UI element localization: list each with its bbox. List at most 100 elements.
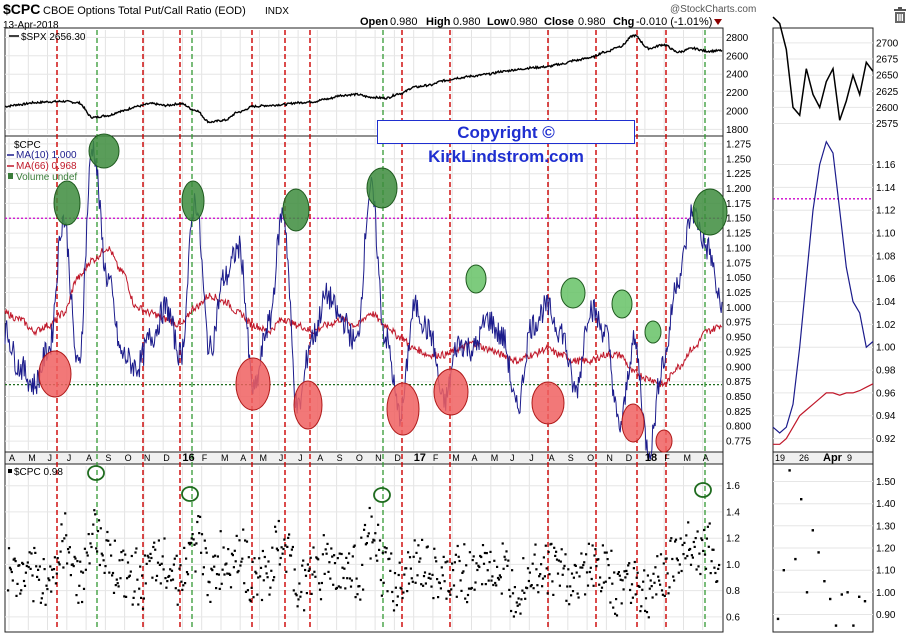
scatter-point — [203, 539, 206, 542]
scatter-point — [628, 562, 631, 565]
scatter-point — [566, 585, 569, 588]
scatter-point — [83, 547, 86, 550]
scatter-point — [240, 560, 243, 563]
scatter-point — [590, 577, 593, 581]
scatter-point — [473, 588, 476, 591]
scatter-point — [63, 537, 66, 540]
scatter-point — [378, 539, 382, 542]
scatter-point — [377, 523, 380, 526]
scatter-point — [636, 571, 639, 574]
scatter-point — [91, 532, 94, 535]
scatter-point — [299, 595, 302, 598]
x-axis-label-2: J — [48, 453, 53, 463]
cpc-legend: $CPC MA(10) 1.000 MA(66) 0.968 Volume un… — [7, 140, 77, 183]
scatter-point — [683, 541, 686, 544]
y-tick-zoom-ma-panel-9: 0.98 — [876, 366, 896, 377]
scatter-point — [603, 551, 606, 554]
scatter-point — [487, 579, 490, 582]
scatter-point — [697, 565, 700, 568]
scatter-point — [652, 572, 655, 575]
scatter-point — [110, 554, 113, 557]
scatter-point — [65, 534, 68, 537]
scatter-point — [374, 532, 377, 535]
scatter-point — [426, 545, 429, 548]
scatter-point — [570, 594, 573, 597]
scatter-point — [435, 560, 438, 563]
scatter-point — [116, 582, 119, 585]
scatter-point — [420, 583, 423, 586]
scatter-point — [638, 585, 641, 588]
scatter-point — [477, 564, 480, 567]
scatter-point — [350, 579, 353, 582]
scatter-point — [279, 556, 282, 560]
scatter-point — [717, 567, 720, 570]
scatter-point — [312, 546, 315, 549]
ma66-legend-text: MA(66) 0.968 — [16, 161, 77, 172]
scatter-point — [41, 592, 44, 595]
scatter-point — [32, 600, 35, 603]
x-axis-label-3: J — [67, 453, 72, 463]
scatter-point — [114, 584, 117, 587]
scatter-point — [509, 595, 512, 598]
scatter-point — [615, 598, 618, 601]
scatter-point — [650, 585, 653, 588]
scatter-point — [156, 561, 160, 564]
scatter-point — [19, 592, 22, 595]
scatter-point — [81, 600, 84, 604]
scatter-point — [305, 592, 308, 595]
scatter-point — [406, 590, 409, 593]
scatter-point — [695, 568, 698, 571]
scatter-point — [285, 570, 288, 573]
scatter-point — [574, 564, 577, 567]
scatter-point — [140, 596, 143, 599]
scatter-point — [339, 586, 342, 589]
scatter-point — [336, 557, 339, 560]
scatter-point — [366, 535, 369, 538]
scatter-point — [457, 555, 460, 558]
copyright-banner: Copyright © KirkLindstrom.com — [377, 120, 635, 166]
zoom-scatter-point — [805, 591, 809, 594]
scatter-point — [125, 595, 128, 598]
chart-header: $CPC CBOE Options Total Put/Call Ratio (… — [3, 1, 756, 31]
open-label: Open — [360, 16, 388, 28]
zoom-scatter-point — [846, 591, 849, 594]
scatter-point — [409, 567, 412, 570]
scatter-point — [511, 569, 514, 572]
scatter-point — [286, 545, 289, 548]
scatter-point — [585, 553, 588, 556]
scatter-point — [395, 604, 398, 607]
scatter-point — [541, 577, 545, 580]
scatter-point — [104, 565, 107, 568]
scatter-point — [170, 579, 173, 582]
scatter-point — [443, 580, 446, 583]
scatter-point — [329, 577, 332, 580]
y-tick-cpc-ma-panel-1: 1.250 — [726, 154, 751, 165]
scatter-point — [583, 561, 586, 564]
scatter-point — [11, 579, 14, 582]
scatter-point — [208, 581, 211, 584]
scatter-point — [401, 596, 404, 600]
scatter-point — [227, 548, 230, 551]
scatter-point — [513, 586, 516, 589]
high-value: 0.980 — [453, 16, 481, 28]
scatter-point — [393, 572, 397, 575]
scatter-point — [619, 578, 622, 581]
y-tick-zoom-spx-panel-3: 2625 — [876, 87, 899, 98]
scatter-point — [311, 573, 314, 576]
scatter-point — [489, 550, 492, 553]
scatter-point — [72, 565, 75, 568]
scatter-point — [464, 597, 467, 600]
scatter-point — [67, 548, 70, 551]
scatter-point — [701, 538, 704, 542]
scatter-point — [150, 556, 153, 560]
x-axis-label-12: A — [240, 453, 246, 463]
trash-icon[interactable] — [893, 7, 907, 23]
scatter-point — [191, 533, 194, 536]
scatter-point — [192, 538, 195, 541]
scatter-point — [7, 589, 10, 592]
highlight-circles — [38, 133, 728, 503]
scatter-point — [38, 565, 41, 568]
scatter-point — [147, 556, 150, 559]
scatter-point — [322, 534, 325, 537]
